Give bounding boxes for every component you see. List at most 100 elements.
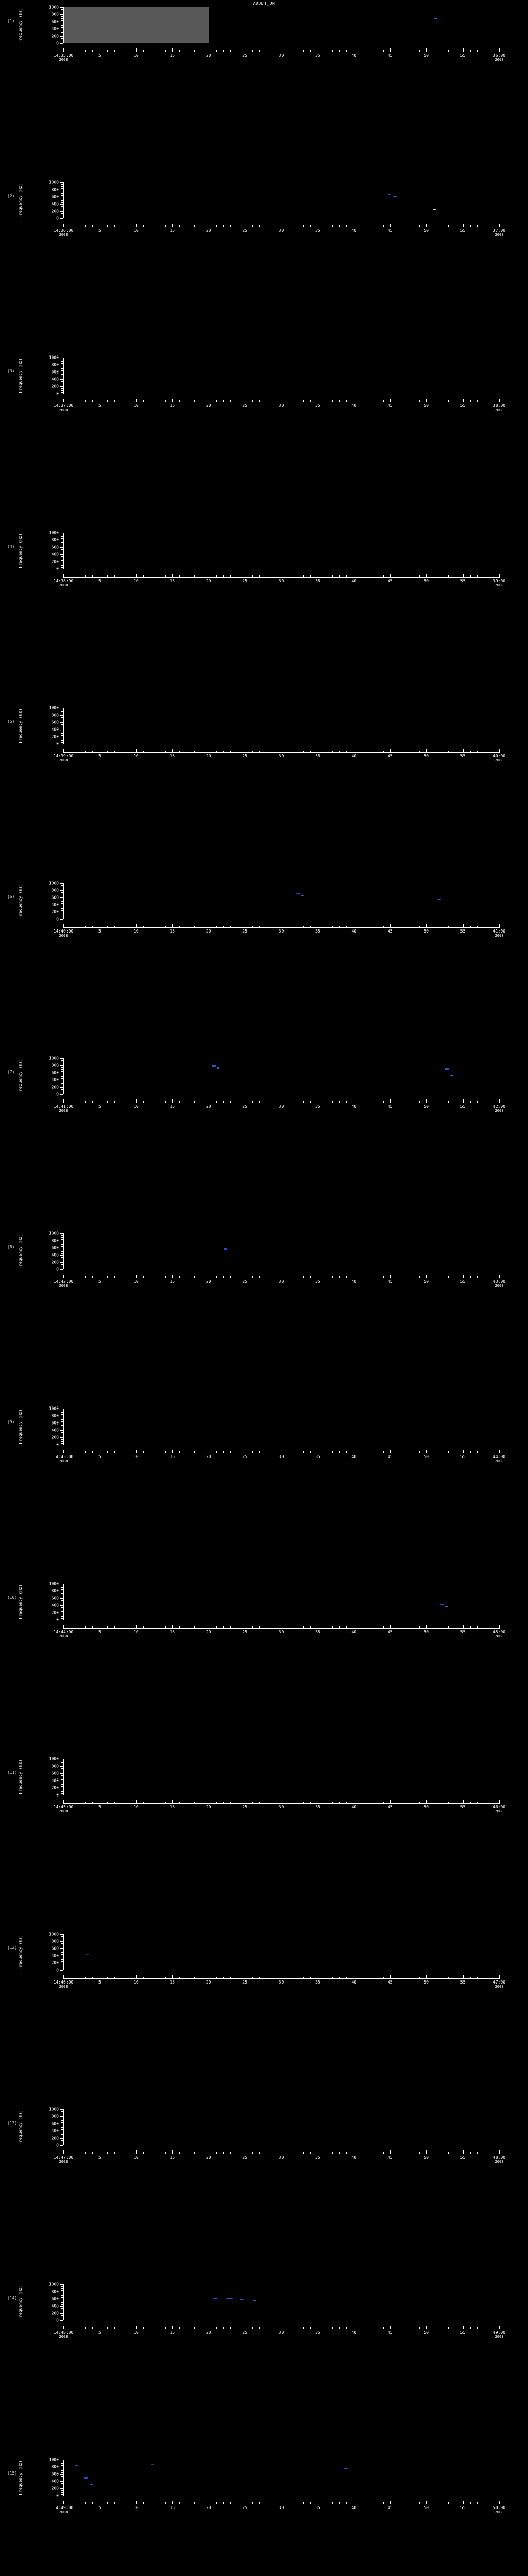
spectrogram-plot-area[interactable] [63, 533, 499, 569]
x-tick-mark-minor [310, 1626, 311, 1628]
panel-index-label: (9) [7, 1420, 15, 1425]
spectrogram-plot-area[interactable] [63, 883, 499, 919]
spectrogram-panel[interactable]: (2) Frequency (Hz) 0 200 400 600 800 1000 14:36:… [0, 180, 528, 238]
spectrogram-panel[interactable]: (13) Frequency (Hz) 0 200 400 600 800 1000 14:47… [0, 2107, 528, 2164]
y-tick-label: 200 [51, 909, 59, 914]
spectrogram-panel[interactable]: (1) Frequency (Hz) 0 200 400 600 800 1000 14:35:… [0, 5, 528, 62]
spectrogram-plot-area[interactable] [63, 1233, 499, 1269]
x-tick-mark-minor [143, 1802, 144, 1803]
y-tick-label: 800 [51, 187, 59, 192]
y-tick-mark-minor [61, 32, 63, 33]
x-tick-mark-minor [303, 1802, 304, 1803]
x-tick-mark-minor [419, 1451, 420, 1453]
x-tick-mark-minor [259, 2152, 260, 2154]
detection-mark [84, 2476, 88, 2479]
panel-index-label: (15) [7, 2471, 18, 2476]
x-tick-mark-minor [477, 2327, 478, 2329]
x-tick-mark [426, 2326, 427, 2329]
y-axis-label: Frequency (Hz) [18, 1935, 23, 1970]
x-tick-mark-minor [143, 926, 144, 927]
x-tick-mark [63, 1275, 64, 1278]
x-tick-mark-minor [194, 1626, 195, 1628]
y-tick-mark-minor [61, 2295, 63, 2296]
panel-index-label: (12) [7, 1945, 18, 1950]
y-tick-mark-minor [61, 18, 63, 19]
y-tick-mark-minor [61, 740, 63, 741]
x-tick-mark-minor [107, 926, 108, 927]
y-tick-mark-minor [61, 206, 63, 207]
y-tick-label: 1000 [48, 5, 59, 10]
x-tick-label: 25 [242, 1805, 248, 1809]
x-tick-mark-minor [85, 2152, 86, 2154]
spectrogram-panel[interactable]: (8) Frequency (Hz) 0 200 400 600 800 1000 14:42:… [0, 1231, 528, 1289]
spectrogram-panel[interactable]: (12) Frequency (Hz) 0 200 400 600 800 1000 14:46… [0, 1932, 528, 1989]
x-tick-mark-minor [419, 225, 420, 227]
spectrogram-plot-area[interactable] [63, 2109, 499, 2145]
x-tick-mark-minor [85, 1276, 86, 1278]
y-tick-mark-minor [61, 1443, 63, 1444]
spectrogram-plot-area[interactable] [63, 1759, 499, 1795]
x-tick-label: 25 [242, 579, 248, 583]
y-tick-mark-minor [61, 213, 63, 214]
y-tick-mark-minor [61, 368, 63, 369]
spectrogram-panel[interactable]: (4) Frequency (Hz) 0 200 400 600 800 1000 14:38:… [0, 531, 528, 588]
x-tick-label: 41:00 [492, 929, 506, 934]
spectrogram-plot-area[interactable] [63, 1584, 499, 1620]
spectrogram-plot-area[interactable] [63, 182, 499, 218]
spectrogram-plot-area[interactable] [63, 2284, 499, 2320]
x-tick-mark-minor [85, 225, 86, 227]
spectrogram-plot-area[interactable] [63, 7, 499, 43]
spectrogram-panel[interactable]: (11) Frequency (Hz) 0 200 400 600 800 1000 14:45… [0, 1757, 528, 1814]
y-tick-mark-minor [61, 374, 63, 375]
y-tick-label: 600 [51, 1070, 59, 1075]
spectrogram-panel[interactable]: (9) Frequency (Hz) 0 200 400 600 800 1000 14:43:… [0, 1406, 528, 1464]
spectrogram-plot-area[interactable] [63, 358, 499, 394]
x-tick-mark-minor [216, 1977, 217, 1978]
x-tick-mark-minor [114, 1101, 115, 1103]
panel-index-label: (10) [7, 1595, 18, 1600]
spectrogram-plot-area[interactable] [63, 708, 499, 744]
x-tick-mark-minor [259, 1626, 260, 1628]
spectrogram-plot-area[interactable] [63, 1058, 499, 1094]
x-tick-mark-minor [194, 575, 195, 577]
x-tick-label: 50 [424, 1630, 429, 1634]
spectrogram-panel[interactable]: (15) Frequency (Hz) 0 200 400 600 800 1000 14:49… [0, 2458, 528, 2515]
x-tick-label: 30 [278, 1805, 284, 1809]
x-tick-mark-minor [194, 1451, 195, 1453]
x-tick-mark-minor [310, 1977, 311, 1978]
x-tick-label: 47:00 [492, 1980, 506, 1985]
spectrogram-panel[interactable]: (6) Frequency (Hz) 0 200 400 600 800 1000 14:40:… [0, 881, 528, 938]
x-tick-mark-minor [92, 751, 93, 752]
y-tick-label: 200 [51, 1435, 59, 1440]
y-tick-label: 0 [56, 1792, 59, 1798]
y-tick-mark-minor [61, 1592, 63, 1594]
x-tick-label: 55 [460, 1630, 466, 1634]
spectrogram-panel[interactable]: (10) Frequency (Hz) 0 200 400 600 800 1000 14:44… [0, 1582, 528, 1639]
x-tick-label: 50 [424, 929, 429, 934]
y-tick-label: 0 [56, 41, 59, 46]
x-tick-mark-minor [303, 575, 304, 577]
spectrogram-plot-area[interactable] [63, 1934, 499, 1970]
x-tick-mark-minor [165, 1802, 166, 1803]
x-tick-mark [463, 224, 464, 227]
y-tick-mark [60, 218, 63, 219]
spectrogram-plot-area[interactable] [63, 2460, 499, 2496]
y-tick-mark [60, 182, 63, 183]
spectrogram-panel[interactable]: (5) Frequency (Hz) 0 200 400 600 800 1000 14:39:… [0, 706, 528, 763]
y-tick-label: 600 [51, 1771, 59, 1776]
x-tick-label: 55 [460, 2330, 466, 2335]
x-tick-label: 50 [424, 579, 429, 583]
spectrogram-panel[interactable]: (14) Frequency (Hz) 0 200 400 600 800 1000 14:48… [0, 2282, 528, 2340]
x-tick-mark-minor [310, 1451, 311, 1453]
spectrogram-panel[interactable]: (7) Frequency (Hz) 0 200 400 600 800 1000 14:41:… [0, 1056, 528, 1113]
y-tick-mark-minor [61, 392, 63, 393]
spectrogram-panel[interactable]: (3) Frequency (Hz) 0 200 400 600 800 1000 14:37:… [0, 355, 528, 413]
x-tick-mark-minor [346, 1977, 348, 1978]
y-tick-mark [60, 554, 63, 555]
y-tick-mark-minor [61, 1441, 63, 1442]
spectrogram-plot-area[interactable] [63, 1409, 499, 1445]
x-tick-mark [63, 399, 64, 402]
x-tick-mark-minor [194, 225, 195, 227]
x-tick-label: 10 [134, 1805, 139, 1809]
x-tick-mark [172, 1099, 173, 1103]
